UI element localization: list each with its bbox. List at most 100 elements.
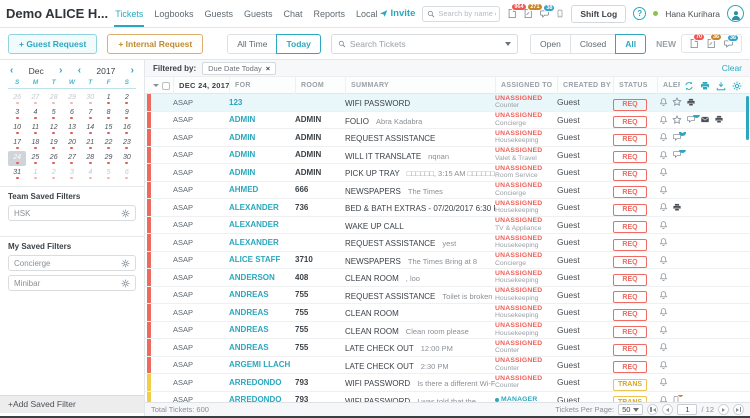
table-row[interactable]: ASAP ALICE STAFF 3710 NEWSPAPERS The Time… [145,251,750,269]
calendar-day[interactable]: 15 [99,121,117,136]
printer-icon[interactable] [672,203,682,212]
calendar-day[interactable]: 27 [26,91,44,106]
calendar-day[interactable]: 12 [45,121,63,136]
guest-request-button[interactable]: + Guest Request [8,33,98,54]
table-row[interactable]: ASAP ALEXANDER WAKE UP CALL UNASSIGNED T… [145,216,750,234]
table-row[interactable]: ASAP AHMED 666 NEWSPAPERS The Times UNASS… [145,181,750,199]
nav-tab[interactable]: Tickets [114,0,145,27]
prev-month-icon[interactable]: ‹ [10,65,14,76]
search-dropdown-icon[interactable] [505,41,512,46]
ticket-for-link[interactable]: ALICE STAFF [229,255,281,265]
status-badge[interactable]: REQ [613,326,647,339]
download-icon[interactable] [716,81,726,91]
nav-tab[interactable]: Guests [243,9,273,19]
calendar-day[interactable]: 4 [81,166,99,181]
logbook-icon[interactable]: 271 [523,3,543,19]
chat-icon[interactable]: 1 [672,132,686,142]
mobile-icon[interactable] [556,8,564,19]
table-row[interactable]: ASAP ANDREAS 755 CLEAN ROOM UNASSIGNED H… [145,304,750,322]
bell-icon[interactable] [659,290,668,300]
calendar-day[interactable]: 29 [99,151,117,166]
refresh-icon[interactable] [684,81,694,91]
phone-icon[interactable] [672,394,684,402]
prev-year-icon[interactable]: ‹ [77,65,82,76]
ticket-for-link[interactable]: ARGEMI LLACH [229,360,291,370]
calendar-day[interactable]: 1 [99,91,117,106]
calendar-day[interactable]: 8 [99,106,117,121]
ticket-for-link[interactable]: ANDERSON [229,272,275,282]
star-icon[interactable] [672,114,682,125]
calendar-day[interactable]: 26 [8,91,26,106]
calendar-day[interactable]: 20 [63,136,81,151]
all-time-tab[interactable]: All Time [227,33,278,54]
status-badge[interactable]: REQ [613,116,647,129]
saved-filter[interactable]: Concierge [8,255,136,271]
table-row[interactable]: ASAP ARREDONDO 793 WIFI PASSWORD I was to… [145,391,750,402]
ticket-for-link[interactable]: ARREDONDO [229,377,282,387]
calendar-day[interactable]: 5 [99,166,117,181]
calendar-day[interactable]: 22 [99,136,117,151]
next-page-button[interactable] [718,404,729,415]
status-badge[interactable]: REQ [613,291,647,304]
calendar-day[interactable]: 3 [63,166,81,181]
table-row[interactable]: ASAP ALEXANDER REQUEST ASSISTANCE yest UN… [145,234,750,252]
column-summary[interactable]: SUMMARY [345,77,495,94]
bell-icon[interactable] [659,97,668,107]
bell-icon[interactable] [659,272,668,282]
calendar-day[interactable]: 30 [81,91,99,106]
bell-icon[interactable] [659,325,668,335]
ticket-for-link[interactable]: ADMIN [229,150,256,160]
calendar-day[interactable]: 21 [81,136,99,151]
calendar-day[interactable]: 19 [45,136,63,151]
ticket-for-link[interactable]: ALEXANDER [229,202,279,212]
ticket-for-link[interactable]: ANDREAS [229,325,269,335]
calendar-day[interactable]: 16 [118,121,136,136]
status-badge[interactable]: REQ [613,361,647,374]
calendar-day[interactable]: 17 [8,136,26,151]
star-icon[interactable] [672,97,682,107]
status-badge[interactable]: TRANS [613,378,647,391]
calendar-day[interactable]: 24 [8,151,27,166]
status-badge[interactable]: REQ [613,273,647,286]
chat-icon[interactable]: 1 [672,149,686,159]
table-row[interactable]: ASAP ADMIN ADMIN PICK UP TRAY □□□□□□, 3:1… [145,164,750,182]
bell-icon[interactable] [659,237,668,247]
calendar-day[interactable]: 5 [45,106,63,121]
calendar-day[interactable]: 2 [45,166,63,181]
calendar-day[interactable]: 14 [81,121,99,136]
nav-tab[interactable]: Chat [283,9,303,19]
filter-chip[interactable]: Due Date Today × [202,61,277,75]
ticket-for-link[interactable]: ANDREAS [229,290,269,300]
new-chat-icon[interactable]: 36 [723,33,740,49]
printer-icon[interactable] [686,98,696,107]
ticket-for-link[interactable]: 123 [229,97,243,107]
status-badge[interactable]: REQ [613,168,647,181]
scrollbar-thumb[interactable] [746,96,749,140]
status-badge[interactable]: REQ [613,221,647,234]
all-tab[interactable]: All [615,33,647,54]
status-badge[interactable]: REQ [613,343,647,356]
chat-bubble-icon[interactable]: 38 [539,3,556,19]
table-row[interactable]: ASAP 123 WIFI PASSWORD UNASSIGNED Counte… [145,94,750,112]
table-row[interactable]: ASAP ANDERSON 408 CLEAN ROOM, loo UNASSI… [145,269,750,287]
calendar-day[interactable]: 6 [63,106,81,121]
bell-icon[interactable] [659,150,668,160]
table-row[interactable]: ASAP ANDREAS 755 REQUEST ASSISTANCE Toile… [145,286,750,304]
calendar-day[interactable]: 11 [26,121,44,136]
table-row[interactable]: ASAP ADMIN ADMIN WILL IT TRANSLATE nqnan … [145,146,750,164]
calendar-day[interactable]: 6 [118,166,136,181]
column-room[interactable]: ROOM [295,77,345,94]
calendar-day[interactable]: 7 [81,106,99,121]
bell-icon[interactable] [659,167,668,177]
calendar-day[interactable]: 28 [45,91,63,106]
prev-page-button[interactable] [662,404,674,415]
table-row[interactable]: ASAP ADMIN ADMIN REQUEST ASSISTANCE UNAS… [145,129,750,147]
status-badge[interactable]: REQ [613,238,647,251]
status-badge[interactable]: REQ [613,186,647,199]
open-tab[interactable]: Open [530,33,571,54]
calendar-day[interactable]: 13 [63,121,81,136]
global-search-input[interactable] [438,9,497,18]
ticket-for-link[interactable]: AHMED [229,185,259,195]
ticket-for-link[interactable]: ANDREAS [229,342,269,352]
bell-icon[interactable] [659,202,668,212]
